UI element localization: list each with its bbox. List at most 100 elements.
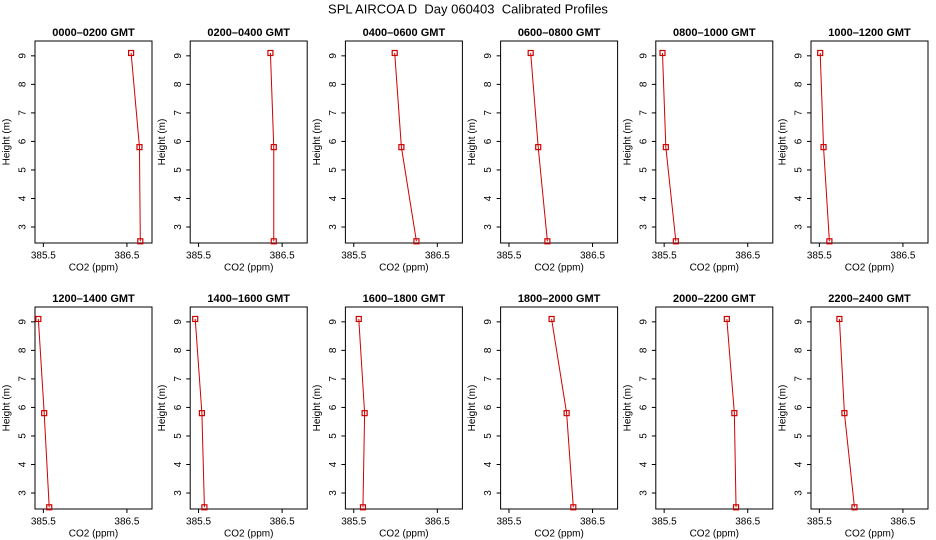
data-point bbox=[398, 144, 405, 151]
panel-title: 0600–0800 GMT bbox=[518, 27, 601, 39]
x-axis-label: CO2 (ppm) bbox=[224, 263, 273, 274]
y-tick-label: 3 bbox=[483, 490, 494, 496]
y-tick-label: 8 bbox=[173, 81, 184, 87]
data-point bbox=[732, 504, 740, 511]
y-axis-label: Height (m) bbox=[622, 119, 633, 166]
x-axis-label: CO2 (ppm) bbox=[845, 263, 894, 274]
x-tick-label: 386.5 bbox=[735, 251, 760, 262]
y-axis-label: Height (m) bbox=[778, 385, 789, 432]
y-tick-label: 9 bbox=[328, 53, 339, 59]
y-tick-label: 6 bbox=[483, 138, 494, 144]
y-tick-label: 7 bbox=[483, 110, 494, 116]
y-tick-label: 5 bbox=[18, 433, 29, 439]
y-tick-label: 6 bbox=[638, 138, 649, 144]
x-tick-label: 386.5 bbox=[425, 251, 450, 262]
y-tick-label: 6 bbox=[638, 404, 649, 410]
y-tick-label: 9 bbox=[794, 319, 805, 325]
data-point bbox=[817, 49, 824, 57]
data-point bbox=[270, 144, 277, 151]
panel-title: 1400–1600 GMT bbox=[207, 293, 290, 305]
y-tick-label: 6 bbox=[173, 138, 184, 144]
profile-line bbox=[194, 318, 205, 508]
y-tick-label: 3 bbox=[328, 224, 339, 230]
panel-title: 0000–0200 GMT bbox=[52, 27, 135, 39]
y-tick-label: 5 bbox=[18, 167, 29, 173]
y-axis-label: Height (m) bbox=[622, 385, 633, 432]
y-tick-label: 7 bbox=[794, 376, 805, 382]
data-point bbox=[413, 238, 420, 245]
y-tick-label: 5 bbox=[328, 433, 339, 439]
y-tick-label: 4 bbox=[328, 461, 339, 467]
panel-title: 1800–2000 GMT bbox=[518, 293, 601, 305]
y-tick-label: 5 bbox=[483, 433, 494, 439]
y-tick-label: 7 bbox=[328, 376, 339, 382]
x-tick-label: 385.5 bbox=[496, 517, 521, 528]
x-tick-label: 386.5 bbox=[425, 517, 450, 528]
data-point bbox=[46, 504, 53, 511]
y-tick-label: 3 bbox=[18, 224, 29, 230]
panel-title: 1000–1200 GMT bbox=[828, 27, 911, 39]
x-tick-label: 385.5 bbox=[341, 517, 366, 528]
x-axis-label: CO2 (ppm) bbox=[690, 529, 739, 540]
profile-line bbox=[130, 52, 141, 242]
y-tick-label: 7 bbox=[638, 376, 649, 382]
y-axis-label: Height (m) bbox=[467, 119, 478, 166]
data-point bbox=[659, 49, 666, 57]
y-tick-label: 4 bbox=[18, 461, 29, 467]
x-tick-label: 386.5 bbox=[735, 517, 760, 528]
y-tick-label: 9 bbox=[173, 319, 184, 325]
data-point bbox=[527, 49, 534, 57]
panel-title: 2200–2400 GMT bbox=[828, 293, 911, 305]
y-tick-label: 7 bbox=[483, 376, 494, 382]
x-tick-label: 385.5 bbox=[652, 251, 677, 262]
x-axis-label: CO2 (ppm) bbox=[69, 263, 118, 274]
panel-title: 1200–1400 GMT bbox=[52, 293, 135, 305]
y-tick-label: 7 bbox=[18, 110, 29, 116]
x-tick-label: 385.5 bbox=[341, 251, 366, 262]
y-tick-label: 8 bbox=[328, 81, 339, 87]
x-tick-label: 386.5 bbox=[114, 517, 139, 528]
y-tick-label: 7 bbox=[173, 110, 184, 116]
profile-line bbox=[551, 318, 574, 508]
plot-frame bbox=[655, 40, 774, 244]
y-axis-label: Height (m) bbox=[312, 119, 323, 166]
y-tick-label: 6 bbox=[794, 138, 805, 144]
y-tick-label: 5 bbox=[638, 433, 649, 439]
data-point bbox=[136, 144, 143, 151]
plot-frame bbox=[810, 306, 929, 510]
y-tick-label: 4 bbox=[638, 195, 649, 201]
x-tick-label: 386.5 bbox=[270, 517, 295, 528]
x-axis-label: CO2 (ppm) bbox=[69, 529, 118, 540]
plot-frame bbox=[655, 306, 774, 510]
x-axis-label: CO2 (ppm) bbox=[534, 263, 583, 274]
plot-frame bbox=[189, 40, 308, 244]
y-tick-label: 4 bbox=[483, 461, 494, 467]
data-point bbox=[128, 49, 135, 57]
y-tick-label: 6 bbox=[328, 138, 339, 144]
data-point bbox=[267, 49, 274, 57]
y-tick-label: 3 bbox=[638, 490, 649, 496]
x-tick-label: 386.5 bbox=[890, 251, 915, 262]
x-tick-label: 385.5 bbox=[31, 517, 56, 528]
data-point bbox=[535, 144, 542, 151]
data-point bbox=[41, 410, 48, 417]
y-tick-label: 8 bbox=[794, 81, 805, 87]
y-tick-label: 8 bbox=[638, 347, 649, 353]
profile-line bbox=[661, 52, 677, 242]
y-tick-label: 3 bbox=[794, 490, 805, 496]
plot-frame bbox=[810, 40, 929, 244]
y-tick-label: 9 bbox=[483, 53, 494, 59]
y-tick-label: 7 bbox=[794, 110, 805, 116]
y-tick-label: 8 bbox=[18, 81, 29, 87]
y-axis-label: Height (m) bbox=[312, 385, 323, 432]
y-tick-label: 3 bbox=[638, 224, 649, 230]
panel-title: 0400–0600 GMT bbox=[363, 27, 446, 39]
y-tick-label: 6 bbox=[18, 138, 29, 144]
y-tick-label: 5 bbox=[794, 167, 805, 173]
data-point bbox=[826, 238, 833, 245]
y-axis-label: Height (m) bbox=[157, 119, 168, 166]
x-tick-label: 385.5 bbox=[186, 517, 211, 528]
y-tick-label: 8 bbox=[794, 347, 805, 353]
profile-line bbox=[838, 318, 855, 508]
y-tick-label: 4 bbox=[638, 461, 649, 467]
